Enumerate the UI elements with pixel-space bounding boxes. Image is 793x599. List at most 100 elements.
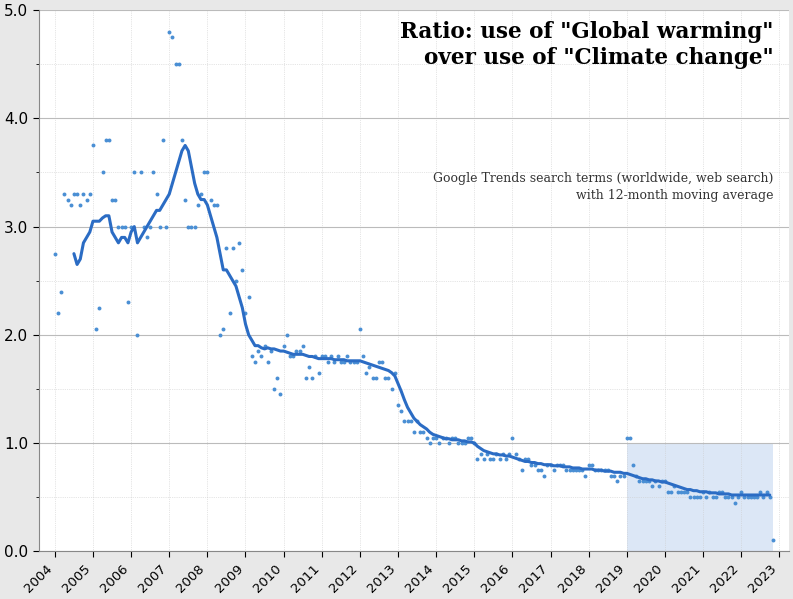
Point	[661, 487, 674, 497]
Point	[509, 449, 522, 459]
Point	[446, 433, 458, 443]
Point	[392, 400, 404, 410]
Point	[166, 32, 178, 42]
Point	[360, 368, 373, 377]
Point	[169, 59, 182, 69]
Point	[646, 482, 658, 491]
Point	[678, 487, 691, 497]
Point	[102, 135, 115, 145]
Point	[208, 200, 220, 210]
Point	[159, 222, 172, 231]
Point	[522, 455, 534, 464]
Point	[767, 536, 780, 545]
Point	[576, 465, 588, 475]
Point	[61, 195, 74, 204]
Point	[557, 460, 569, 470]
Point	[481, 449, 493, 459]
Point	[541, 460, 554, 470]
Point	[754, 487, 767, 497]
Point	[344, 357, 357, 367]
Point	[338, 357, 351, 367]
Point	[465, 433, 477, 443]
Point	[595, 465, 607, 475]
Point	[297, 341, 309, 350]
Point	[188, 222, 201, 231]
Point	[550, 460, 563, 470]
Point	[300, 373, 312, 383]
Point	[185, 222, 197, 231]
Point	[128, 168, 140, 177]
Point	[487, 455, 500, 464]
Point	[115, 222, 128, 231]
Point	[636, 476, 649, 486]
Point	[328, 357, 341, 367]
Point	[281, 330, 293, 340]
Point	[455, 438, 468, 448]
Point	[462, 433, 474, 443]
Point	[335, 357, 347, 367]
Point	[389, 368, 401, 377]
Point	[449, 433, 462, 443]
Point	[442, 438, 455, 448]
Point	[554, 460, 566, 470]
Point	[96, 168, 109, 177]
Point	[585, 460, 598, 470]
Point	[58, 189, 71, 199]
Point	[658, 476, 671, 486]
Point	[331, 352, 344, 361]
Point	[611, 476, 623, 486]
Point	[86, 141, 99, 150]
Point	[700, 492, 713, 502]
Point	[293, 346, 306, 356]
Point	[420, 433, 433, 443]
Point	[99, 135, 112, 145]
Point	[379, 373, 392, 383]
Point	[601, 465, 614, 475]
Point	[745, 492, 757, 502]
Point	[741, 492, 754, 502]
Point	[325, 352, 338, 361]
Point	[64, 200, 77, 210]
Point	[642, 476, 655, 486]
Point	[639, 476, 652, 486]
Point	[77, 189, 90, 199]
Point	[525, 460, 538, 470]
Point	[74, 200, 86, 210]
Point	[71, 189, 83, 199]
Point	[582, 460, 595, 470]
Point	[312, 368, 325, 377]
Point	[278, 341, 290, 350]
Point	[303, 362, 316, 372]
Point	[198, 168, 211, 177]
Point	[55, 287, 67, 297]
Point	[411, 417, 423, 426]
Point	[684, 492, 697, 502]
Point	[309, 352, 322, 361]
Point	[134, 168, 147, 177]
Point	[373, 357, 385, 367]
Point	[153, 222, 166, 231]
Point	[125, 222, 137, 231]
Point	[48, 249, 61, 258]
Point	[458, 438, 471, 448]
Point	[385, 384, 398, 394]
Point	[547, 465, 560, 475]
Point	[620, 433, 633, 443]
Point	[163, 27, 175, 37]
Point	[249, 357, 262, 367]
Point	[688, 492, 700, 502]
Point	[515, 465, 528, 475]
Point	[194, 189, 207, 199]
Point	[760, 487, 773, 497]
Point	[67, 189, 80, 199]
Point	[614, 471, 626, 480]
Point	[156, 135, 169, 145]
Point	[172, 59, 185, 69]
Point	[306, 373, 319, 383]
Point	[694, 492, 707, 502]
Point	[563, 465, 576, 475]
Point	[214, 330, 227, 340]
Point	[233, 238, 246, 247]
Point	[83, 189, 96, 199]
Point	[493, 455, 506, 464]
